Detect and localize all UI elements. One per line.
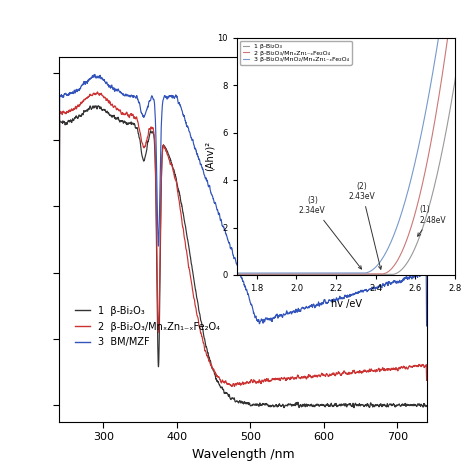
- Text: (1)
2.48eV: (1) 2.48eV: [418, 205, 446, 236]
- X-axis label: Wavelength /nm: Wavelength /nm: [191, 448, 294, 461]
- Legend: 1 β-Bi₂O₃, 2 β-Bi₂O₃/MnₓZn₁₋ₓFe₂O₄, 3 β-Bi₂O₃/MnO₂/MnₓZn₁₋ₓFe₂O₄: 1 β-Bi₂O₃, 2 β-Bi₂O₃/MnₓZn₁₋ₓFe₂O₄, 3 β-…: [240, 41, 352, 64]
- Text: (2)
2.43eV: (2) 2.43eV: [348, 182, 382, 269]
- Text: (3)
2.34eV: (3) 2.34eV: [299, 196, 362, 269]
- Y-axis label: (Ahv)²: (Ahv)²: [205, 141, 215, 172]
- Legend: 1  β-Bi₂O₃, 2  β-Bi₂O₃/MnₓZn₁₋ₓFe₂O₄, 3  BM/MZF: 1 β-Bi₂O₃, 2 β-Bi₂O₃/MnₓZn₁₋ₓFe₂O₄, 3 BM…: [72, 302, 224, 351]
- X-axis label: hv /eV: hv /eV: [330, 299, 362, 309]
